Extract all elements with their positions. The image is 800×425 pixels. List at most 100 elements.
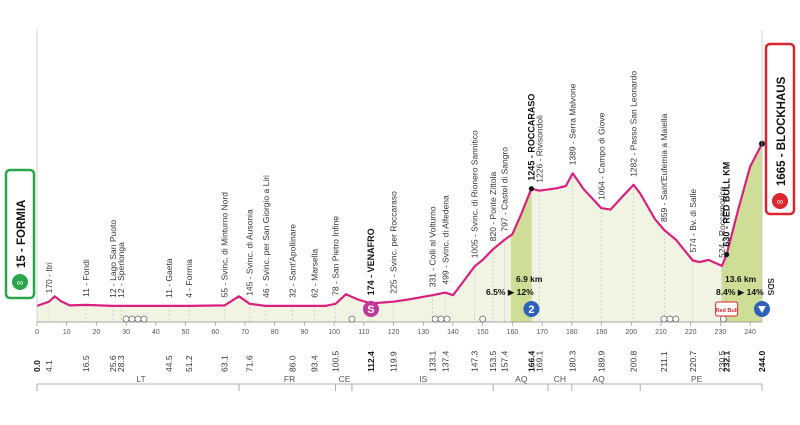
- x-tick-label: 30: [122, 329, 130, 336]
- waypoint-label: 1282 - Passo San Leonardo: [629, 71, 639, 177]
- region-label: AQ: [592, 374, 605, 384]
- finish-badge: 1665 - BLOCKHAUS ∞: [764, 42, 796, 216]
- profile-line: [36, 143, 763, 307]
- km-label: 133.1: [428, 350, 438, 372]
- waypoint-label: 859 - Sant'Eufemia a Maiella: [659, 113, 669, 222]
- km-label: 169.1: [534, 350, 544, 372]
- waypoint-label: 1389 - Serra Malvone: [568, 83, 578, 165]
- small-service-icon: [348, 315, 356, 323]
- km-label: 244.0: [757, 350, 767, 372]
- km-label: 232.1: [722, 350, 732, 372]
- waypoint-label: 145 - Svinc. di Ausonia: [245, 209, 255, 296]
- x-tick-label: 110: [358, 329, 369, 336]
- x-tick-label: 0: [35, 329, 39, 336]
- km-label: 180.3: [568, 350, 578, 372]
- km-label: 189.9: [596, 350, 606, 372]
- small-service-icon: [134, 315, 142, 323]
- x-tick-label: 140: [447, 329, 459, 336]
- km-label: 200.8: [629, 350, 639, 372]
- km-label: 166.4: [526, 350, 536, 372]
- waypoint-label: 55 - Svinc. di Minturno Nord: [220, 192, 230, 298]
- small-service-icon: [479, 315, 487, 323]
- km-label: 4.1: [44, 360, 54, 372]
- x-tick-label: 150: [477, 329, 489, 336]
- waypoint-label: 1245 - ROCCARASO: [526, 94, 536, 181]
- km-label: 119.9: [388, 351, 398, 372]
- x-tick-label: 100: [328, 329, 340, 336]
- x-tick-label: 50: [182, 329, 190, 336]
- km-label: 63.1: [220, 355, 230, 372]
- km-label: 28.3: [116, 355, 126, 372]
- x-tick-label: 60: [211, 329, 219, 336]
- climb-info-2: 13.6 km 8.4% ▶ 14%: [716, 274, 764, 297]
- waypoint-label: 78 - San Pietro Infine: [331, 216, 341, 296]
- km-label: 112.4: [366, 351, 376, 372]
- x-tick-label: 180: [566, 329, 578, 336]
- km-label: 0.0: [32, 360, 42, 372]
- km-label: 93.4: [310, 355, 320, 372]
- profile-area: [37, 143, 762, 322]
- finish-bike-glyph: ∞: [777, 197, 783, 207]
- start-badge-frame: [4, 168, 36, 300]
- waypoint-label: 1064 - Campo di Giove: [596, 112, 606, 200]
- start-label: 15 - FORMIA: [16, 200, 28, 268]
- small-service-icon: [666, 315, 674, 323]
- x-tick-label: 120: [388, 329, 400, 336]
- x-tick-label: 80: [271, 329, 279, 336]
- waypoint-label: 170 - Itri: [44, 262, 54, 293]
- km-label: 25.6: [108, 355, 118, 372]
- waypoint-label: 46 - Svinc. per San Giorgio a Liri: [261, 175, 271, 298]
- km-label: 211.1: [659, 351, 669, 372]
- region-label: IS: [419, 374, 427, 384]
- x-tick-label: 70: [241, 329, 249, 336]
- x-tick-label: 90: [301, 329, 309, 336]
- x-tick-label: 240: [744, 329, 756, 336]
- sds-label: SDS: [766, 278, 776, 296]
- climb-2-distance: 13.6 km: [725, 274, 757, 284]
- small-service-icon: [437, 315, 445, 323]
- km-label: 86.0: [288, 355, 298, 372]
- km-label: 230.5: [717, 350, 727, 372]
- x-tick-label: 220: [685, 329, 697, 336]
- waypoint-label: 1005 - Svinc. di Rionero Sannitico: [470, 130, 480, 258]
- waypoint-label: 174 - VENAFRO: [366, 228, 376, 295]
- x-tick-label: 160: [507, 329, 519, 336]
- x-tick-label: 170: [536, 329, 548, 336]
- small-service-icon: [660, 315, 668, 323]
- waypoint-label: 12 - Sperlonga: [116, 242, 126, 298]
- waypoint-label: 1226 - Rivisondoli: [534, 115, 544, 183]
- waypoint-label: 11 - Gaeta: [164, 258, 174, 298]
- x-tick-label: 40: [152, 329, 160, 336]
- waypoint-label: 499 - Svinc. di Alfedena: [440, 195, 450, 285]
- waypoint-label: 574 - Bv. di Salle: [688, 189, 698, 253]
- waypoint-label: 12 - Lago San Puoto: [108, 220, 118, 298]
- x-tick-label: 200: [625, 329, 637, 336]
- x-tick-label: 20: [93, 329, 101, 336]
- climb-2-gradient: 8.4% ▶ 14%: [716, 287, 764, 297]
- small-service-icon: [140, 315, 148, 323]
- small-service-icon: [431, 315, 439, 323]
- finish-kom-glyph: [758, 306, 766, 313]
- profile-point-dot: [528, 186, 535, 192]
- start-bike-icon: [12, 274, 28, 290]
- waypoint-label: 630 - RED BULL KM: [722, 162, 732, 247]
- km-label: 16.5: [81, 355, 91, 372]
- finish-label: 1665 - BLOCKHAUS: [776, 76, 788, 186]
- climb-segment-1: [510, 188, 532, 322]
- region-label: CH: [554, 374, 566, 384]
- redbull-marker-label: Red Bull: [715, 308, 738, 314]
- x-tick-label: 10: [63, 329, 71, 336]
- x-tick-label: 130: [417, 329, 429, 336]
- km-label: 100.5: [331, 350, 341, 372]
- waypoint-label: 4 - Formia: [184, 259, 194, 298]
- climb-1-gradient: 6.5% ▶ 12%: [486, 287, 534, 297]
- waypoint-label: 524 - Roccamorice: [717, 186, 727, 258]
- x-tick-label: 210: [655, 329, 667, 336]
- finish-bike-icon: [772, 193, 788, 209]
- waypoint-label: 11 - Fondi: [81, 259, 91, 297]
- region-label: LT: [136, 374, 145, 384]
- km-label: 51.2: [184, 355, 194, 372]
- kom-marker: [523, 301, 540, 317]
